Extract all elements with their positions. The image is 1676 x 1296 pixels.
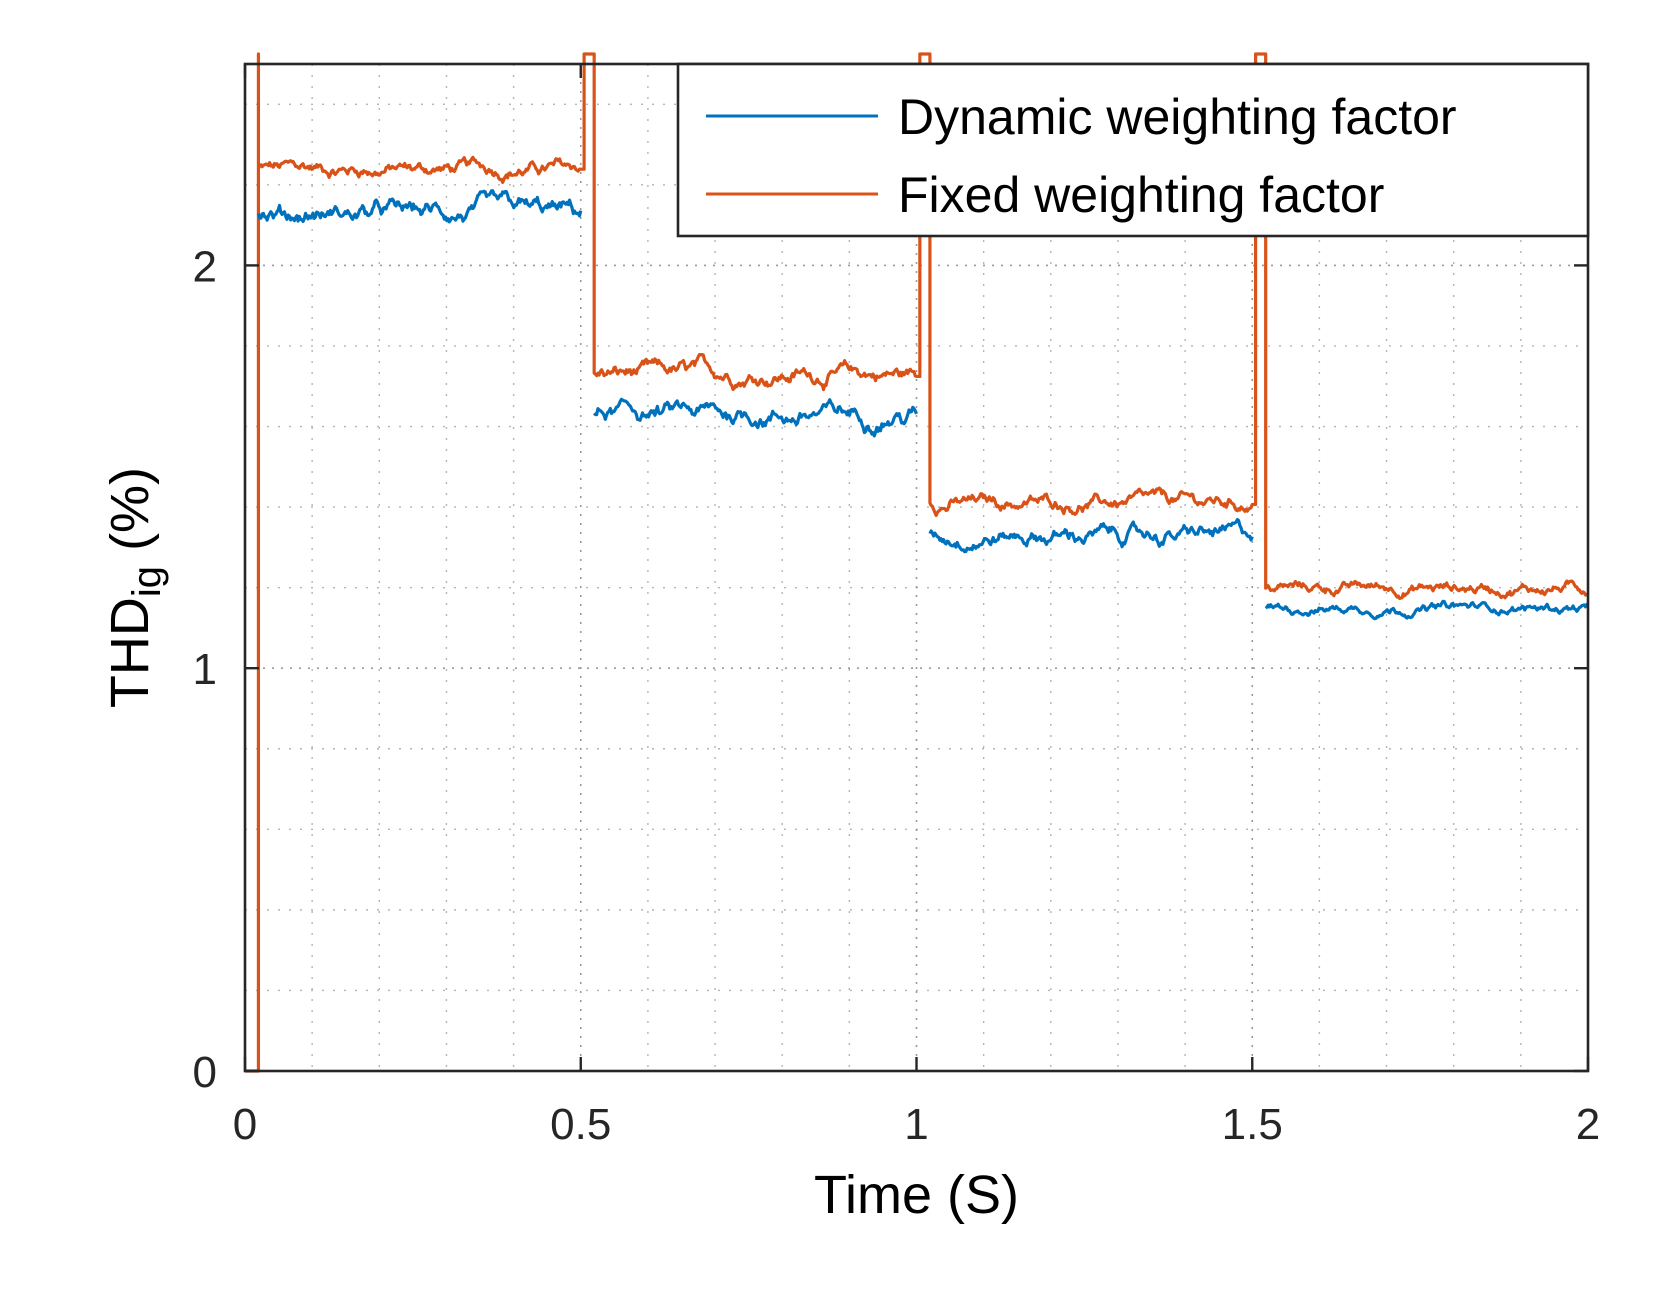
y-tick-label: 2 (193, 242, 217, 291)
x-axis-label: Time (S) (814, 1165, 1019, 1225)
y-axis-label: THDig (%) (100, 467, 169, 708)
x-tick-label: 0 (233, 1100, 257, 1149)
y-axis-label-subscript: ig (125, 566, 169, 597)
series-layer (245, 52, 1590, 1073)
y-tick-label: 0 (193, 1048, 217, 1097)
legend-label-fixed: Fixed weighting factor (898, 167, 1384, 223)
x-tick-label: 1 (904, 1100, 928, 1149)
legend-label-dynamic: Dynamic weighting factor (898, 89, 1457, 145)
legend: Dynamic weighting factor Fixed weighting… (676, 62, 1590, 238)
y-axis-label-suffix: (%) (100, 467, 160, 566)
series-line-fixed (245, 52, 1589, 1073)
y-axis-label-main: THD (100, 597, 160, 708)
series-line-dynamic (256, 189, 1590, 621)
x-tick-label: 0.5 (550, 1100, 611, 1149)
x-tick-label: 1.5 (1222, 1100, 1283, 1149)
x-tick-label: 2 (1576, 1100, 1600, 1149)
y-tick-label: 1 (193, 645, 217, 694)
tick-labels: 0 0.5 1 1.5 2 0 1 2 (193, 242, 1601, 1149)
legend-box (676, 62, 1590, 238)
